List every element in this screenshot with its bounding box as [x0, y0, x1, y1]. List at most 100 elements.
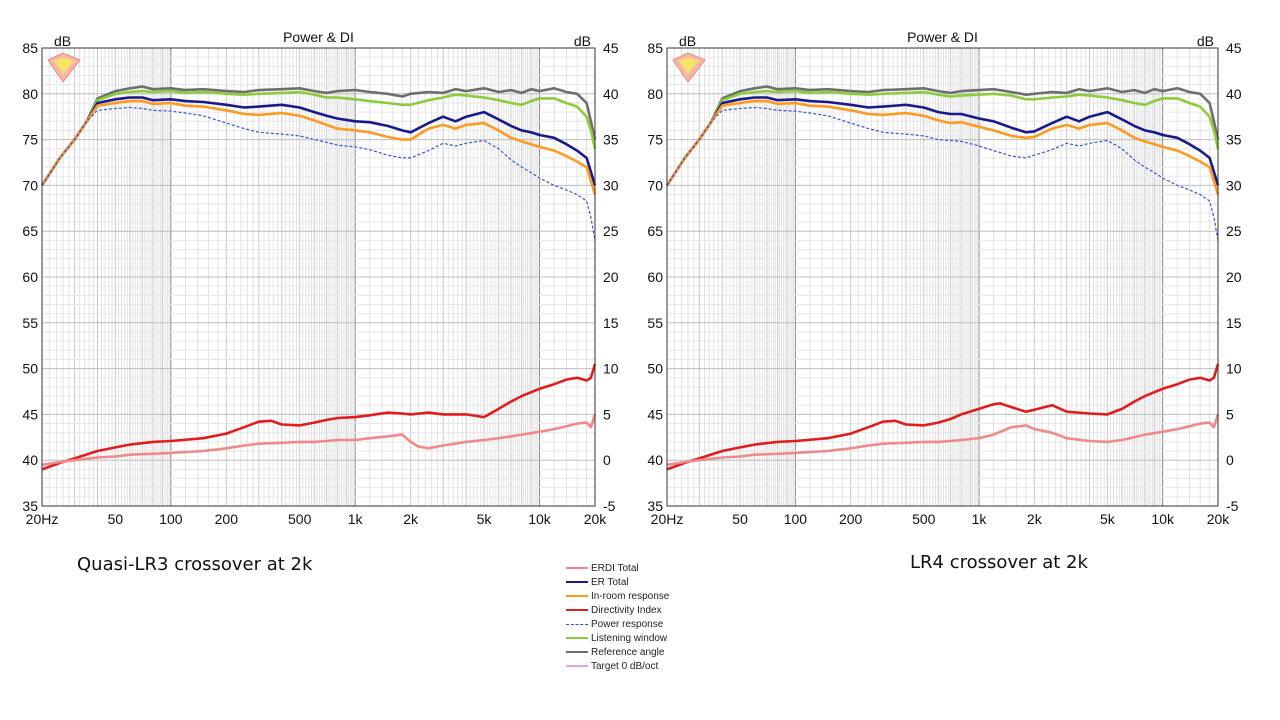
- chart2-y-tick-right: 35: [1226, 132, 1242, 148]
- chart2-series-reference-angle: [665, 85, 1220, 187]
- chart1-y-tick-right: 35: [603, 132, 619, 148]
- chart2-y-tick-right: 20: [1226, 269, 1242, 285]
- legend-label: ER Total: [591, 577, 629, 588]
- chart2-y-tick-right: 15: [1226, 315, 1242, 331]
- chart1-x-tick: 50: [108, 511, 124, 527]
- chart2-x-tick: 500: [912, 511, 936, 527]
- chart1-series-erdi-total: [41, 414, 597, 467]
- legend-item: Target 0 dB/oct: [566, 660, 726, 674]
- chart2-series-listening-window: [665, 89, 1220, 187]
- chart1-series-in-room-response: [40, 99, 597, 195]
- chart2-y-tick-right: 5: [1226, 406, 1234, 422]
- caption-left: Quasi-LR3 crossover at 2k: [77, 554, 313, 575]
- chart1-x-tick: 10k: [528, 511, 552, 527]
- chart1-y-tick-right: 25: [603, 223, 619, 239]
- chart1-y-tick-right: 30: [603, 177, 619, 193]
- chart1-y-tick-left: 40: [22, 452, 38, 468]
- legend-label: In-room response: [591, 591, 670, 602]
- legend-swatch: [566, 581, 588, 584]
- chart2-series-erdi-total: [666, 414, 1220, 467]
- chart2-x-tick: 100: [784, 511, 808, 527]
- legend-swatch: [566, 595, 588, 598]
- legend-swatch: [566, 609, 588, 612]
- chart2-x-tick: 20k: [1207, 511, 1231, 527]
- legend-item: Reference angle: [566, 646, 726, 660]
- chart1-y-tick-right: 15: [603, 315, 619, 331]
- caption-right: LR4 crossover at 2k: [910, 552, 1088, 573]
- legend-item: Directivity Index: [566, 604, 726, 618]
- chart1-y-tick-right: 0: [603, 452, 611, 468]
- chart2-y-tick-right: 40: [1226, 86, 1242, 102]
- legend-item: ER Total: [566, 576, 726, 590]
- chart1-x-tick: 20k: [584, 511, 608, 527]
- chart2-y-tick-left: 80: [647, 86, 663, 102]
- chart2-y-tick-left: 40: [647, 452, 663, 468]
- chart2-y-tick-right: 25: [1226, 223, 1242, 239]
- chart1-y-tick-left: 35: [22, 498, 38, 514]
- chart2-ylabel-left: dB: [679, 33, 696, 49]
- chart2-y-tick-right: 0: [1226, 452, 1234, 468]
- chart1-x-tick: 100: [159, 511, 183, 527]
- chart1-y-tick-left: 50: [22, 361, 38, 377]
- chart2-y-tick-left: 55: [647, 315, 663, 331]
- chart2-logo-mark: [679, 57, 699, 74]
- legend-label: Directivity Index: [591, 605, 662, 616]
- chart2-x-tick: 1k: [972, 511, 988, 527]
- chart1-y-tick-right: 20: [603, 269, 619, 285]
- chart1-y-tick-left: 65: [22, 223, 38, 239]
- chart2-x-tick: 10k: [1151, 511, 1175, 527]
- chart2-y-tick-right: -5: [1226, 498, 1239, 514]
- legend-label: ERDI Total: [591, 563, 639, 574]
- chart1-x-tick: 500: [288, 511, 312, 527]
- chart1-y-tick-right: 5: [603, 406, 611, 422]
- legend-item: Power response: [566, 618, 726, 632]
- chart2-frame: [666, 47, 1219, 507]
- chart2-x-tick: 200: [839, 511, 863, 527]
- chart2-y-tick-right: 10: [1226, 361, 1242, 377]
- chart1-y-tick-left: 80: [22, 86, 38, 102]
- legend-item: In-room response: [566, 590, 726, 604]
- chart2-ylabel-right: dB: [1197, 33, 1214, 49]
- chart1-x-tick: 20Hz: [26, 511, 59, 527]
- legend-label: Target 0 dB/oct: [591, 661, 659, 672]
- legend-swatch: [566, 665, 588, 668]
- chart2-y-tick-left: 75: [647, 132, 663, 148]
- chart2-series-in-room-response: [665, 99, 1220, 195]
- chart2-series-er-total: [665, 96, 1220, 187]
- legend-label: Reference angle: [591, 647, 665, 658]
- chart2-y-tick-left: 65: [647, 223, 663, 239]
- legend-item: ERDI Total: [566, 562, 726, 576]
- chart2-series-directivity-index: [666, 363, 1220, 471]
- chart2-x-tick: 50: [732, 511, 748, 527]
- chart1-x-tick: 1k: [348, 511, 364, 527]
- chart1-x-tick: 2k: [403, 511, 419, 527]
- chart1-series-listening-window: [40, 89, 597, 187]
- legend: ERDI Total ER Total In-room response Direct…: [566, 562, 726, 674]
- chart2-y-tick-right: 30: [1226, 177, 1242, 193]
- chart1-y-tick-left: 75: [22, 132, 38, 148]
- legend-swatch: [566, 623, 588, 625]
- chart1-y-tick-left: 60: [22, 269, 38, 285]
- chart2-y-tick-left: 35: [647, 498, 663, 514]
- chart1-y-tick-left: 45: [22, 406, 38, 422]
- chart1-ylabel-right: dB: [574, 33, 591, 49]
- chart1-x-tick: 200: [215, 511, 239, 527]
- chart1-logo-mark: [54, 57, 74, 74]
- chart1-series-er-total: [40, 96, 597, 187]
- chart2-y-tick-left: 45: [647, 406, 663, 422]
- chart2-x-tick: 2k: [1027, 511, 1043, 527]
- legend-label: Listening window: [591, 633, 668, 644]
- chart2-y-tick-right: 45: [1226, 40, 1242, 56]
- legend-label: Power response: [591, 619, 664, 630]
- chart2-y-tick-left: 50: [647, 361, 663, 377]
- chart2-y-tick-left: 85: [647, 40, 663, 56]
- legend-swatch: [566, 567, 588, 570]
- chart2-y-tick-left: 60: [647, 269, 663, 285]
- chart1-y-tick-right: -5: [603, 498, 616, 514]
- chart2-title: Power & DI: [907, 29, 978, 45]
- chart1-x-tick: 5k: [477, 511, 493, 527]
- chart2-x-tick: 20Hz: [651, 511, 684, 527]
- chart1-y-tick-left: 85: [22, 40, 38, 56]
- chart1-title: Power & DI: [283, 29, 354, 45]
